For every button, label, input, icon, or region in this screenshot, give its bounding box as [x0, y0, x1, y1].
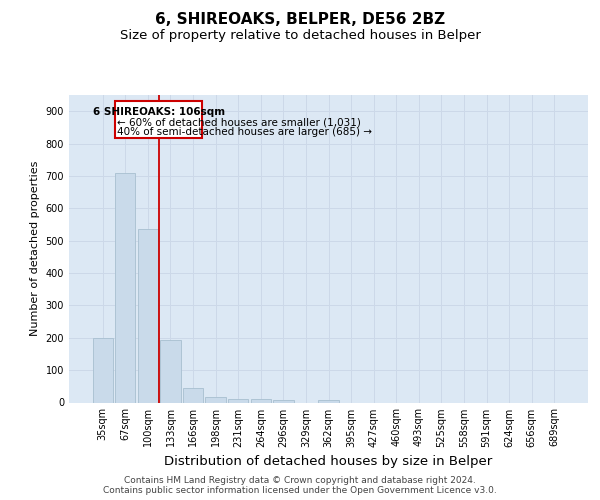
- Bar: [228, 398, 248, 402]
- Text: 6, SHIREOAKS, BELPER, DE56 2BZ: 6, SHIREOAKS, BELPER, DE56 2BZ: [155, 12, 445, 28]
- Bar: [115, 172, 136, 402]
- Y-axis label: Number of detached properties: Number of detached properties: [30, 161, 40, 336]
- Bar: [273, 400, 293, 402]
- Text: 40% of semi-detached houses are larger (685) →: 40% of semi-detached houses are larger (…: [117, 128, 372, 138]
- Text: Contains HM Land Registry data © Crown copyright and database right 2024.
Contai: Contains HM Land Registry data © Crown c…: [103, 476, 497, 495]
- Bar: [92, 338, 113, 402]
- Bar: [319, 400, 338, 402]
- Bar: [138, 230, 158, 402]
- Text: Size of property relative to detached houses in Belper: Size of property relative to detached ho…: [119, 29, 481, 42]
- Text: ← 60% of detached houses are smaller (1,031): ← 60% of detached houses are smaller (1,…: [117, 118, 361, 128]
- Bar: [251, 400, 271, 402]
- Text: 6 SHIREOAKS: 106sqm: 6 SHIREOAKS: 106sqm: [92, 106, 224, 117]
- Bar: [115, 102, 202, 138]
- Bar: [183, 388, 203, 402]
- Bar: [160, 340, 181, 402]
- Bar: [205, 397, 226, 402]
- X-axis label: Distribution of detached houses by size in Belper: Distribution of detached houses by size …: [164, 455, 493, 468]
